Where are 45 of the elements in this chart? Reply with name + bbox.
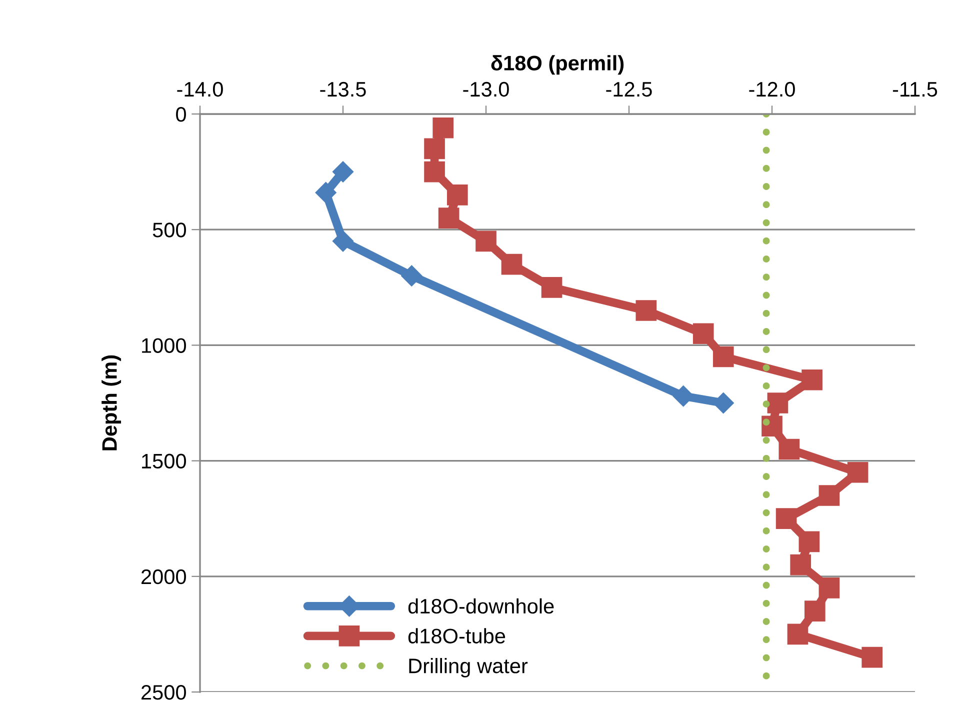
point xyxy=(804,600,826,622)
point xyxy=(501,254,522,275)
x-tick-label: -12.5 xyxy=(606,82,652,97)
point xyxy=(315,182,336,204)
x-tick-label: -13.0 xyxy=(463,82,509,97)
point xyxy=(432,117,454,138)
point xyxy=(541,276,562,298)
point xyxy=(692,323,714,344)
point xyxy=(401,265,422,286)
point xyxy=(776,508,797,530)
point xyxy=(712,346,734,368)
y-tick-label: 2500 xyxy=(142,685,186,700)
point xyxy=(438,208,460,228)
point xyxy=(424,161,445,182)
point xyxy=(476,230,496,252)
x-tick-label: -14.0 xyxy=(177,82,223,97)
y-tick-label: 2000 xyxy=(142,569,186,584)
legend-label: d18O-tube xyxy=(408,628,506,644)
x-tick-label: -12.0 xyxy=(749,82,795,97)
point xyxy=(424,138,445,160)
point xyxy=(636,300,657,321)
x-tick-label: -11.5 xyxy=(892,82,938,97)
point xyxy=(790,554,812,576)
y-tick-label: 1000 xyxy=(142,338,186,353)
point xyxy=(762,416,782,437)
point xyxy=(787,624,808,645)
y-tick-label: 1500 xyxy=(142,454,186,469)
point xyxy=(332,161,354,182)
y-axis-title: Depth (m) xyxy=(102,355,122,450)
point xyxy=(862,646,883,668)
point xyxy=(818,578,840,598)
point xyxy=(767,392,788,414)
point xyxy=(802,369,822,390)
legend-label: Drilling water xyxy=(409,658,528,678)
point xyxy=(332,230,354,252)
point xyxy=(446,184,468,206)
point xyxy=(778,438,800,460)
x-axis-title: δ18O (permil) xyxy=(491,55,624,75)
point xyxy=(818,485,840,506)
legend-label: d18O-downhole xyxy=(408,598,554,614)
point xyxy=(847,462,868,483)
y-tick-label: 500 xyxy=(152,222,186,238)
point xyxy=(798,531,820,552)
y-tick-label: 0 xyxy=(176,107,186,122)
x-tick-label: -13.5 xyxy=(320,82,366,97)
